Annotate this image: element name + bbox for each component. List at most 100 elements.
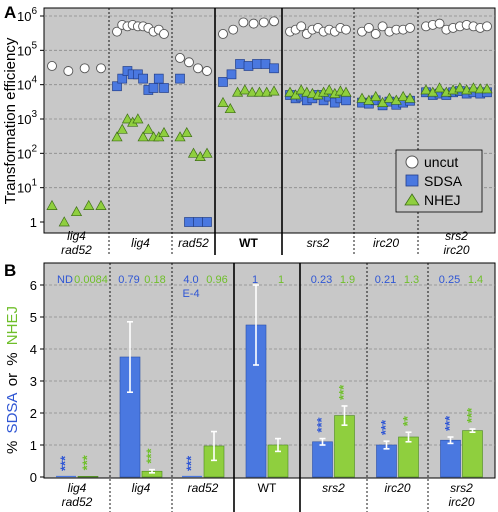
sdsa-marker [175, 73, 185, 84]
uncut-marker [184, 57, 194, 68]
sdsa-marker [202, 217, 212, 227]
category-label-a: rad52 [178, 236, 209, 250]
sdsa-ratio-label: 1 [252, 274, 258, 286]
legend-uncut-label: uncut [424, 154, 458, 170]
nhej-marker [121, 113, 134, 124]
category-label-b: lig4 [132, 481, 151, 495]
y-tick-label-a: 105 [17, 40, 37, 58]
category-label-a: srs2 [307, 236, 330, 250]
sdsa-marker [112, 81, 122, 92]
nhej-marker [370, 90, 382, 101]
category-label-b-line2: irc20 [448, 495, 474, 509]
panel-b-ratio-labels: ND 0.0084 0.79 0.18 4.0 0.96 E-4 1 1 0.23 1.9 0.21 1… [57, 274, 483, 300]
sdsa-marker [218, 77, 228, 87]
significance-stars: ** [400, 415, 415, 426]
nhej-marker [268, 85, 280, 96]
nhej-marker [132, 113, 144, 124]
nhej-marker [137, 131, 149, 142]
uncut-marker [405, 22, 415, 33]
uncut-marker [434, 18, 445, 29]
y-tick-label-b: 4 [30, 342, 37, 357]
nhej-marker [246, 86, 258, 97]
nhej-marker [142, 123, 154, 134]
nhej-marker [284, 86, 296, 97]
nhej-bar [398, 436, 419, 478]
panel-a-group-separators [108, 8, 419, 255]
nhej-marker [404, 92, 416, 103]
uncut-marker [159, 29, 169, 39]
category-label-b-line2: rad52 [62, 495, 93, 509]
nhej-marker [46, 199, 58, 210]
significance-stars: *** [464, 407, 479, 423]
category-label-a-line2: rad52 [61, 243, 92, 257]
uncut-marker [47, 61, 57, 71]
sdsa-bar [440, 439, 461, 478]
y-tick-label-a: 103 [17, 109, 37, 127]
sdsa-marker [235, 59, 245, 69]
sdsa-marker [117, 73, 128, 84]
uncut-marker [248, 18, 259, 29]
uncut-marker [202, 66, 212, 76]
nhej-marker [340, 86, 352, 97]
ylabel-percent-1: % [4, 441, 21, 454]
uncut-marker [228, 24, 239, 35]
sdsa-marker [243, 61, 254, 71]
sdsa-marker [148, 83, 159, 93]
category-label-b: rad52 [188, 481, 219, 495]
sdsa-marker [269, 63, 279, 74]
significance-stars: *** [183, 455, 198, 471]
nhej-marker [467, 82, 480, 93]
y-tick-label-b: 5 [30, 310, 37, 325]
ylabel-nhej: NHEJ [4, 306, 21, 345]
uncut-marker [370, 29, 381, 39]
uncut-marker [218, 29, 228, 39]
nhej-marker [83, 199, 95, 210]
y-tick-label-a: 1 [30, 215, 37, 230]
y-tick-label-a: 104 [17, 75, 37, 93]
panel-a-label: A [4, 3, 16, 22]
panel-a-y-axis-title: Transformation efficiency [2, 37, 19, 204]
sdsa-ratio-label: 0.23 [311, 274, 332, 286]
nhej-marker [181, 126, 193, 138]
significance-stars: *** [314, 416, 329, 432]
y-tick-label-b: 6 [30, 278, 37, 293]
sdsa-ratio-label: 4.0 [183, 274, 198, 286]
nhej-marker [239, 84, 251, 95]
sdsa-marker [193, 217, 203, 227]
nhej-ratio-label: 1.9 [340, 274, 355, 286]
uncut-marker [193, 63, 203, 74]
significance-stars: *** [378, 419, 393, 435]
sdsa-marker [260, 59, 271, 69]
panel-b-group-separators [109, 263, 429, 512]
uncut-marker [269, 16, 279, 27]
nhej-marker [116, 123, 128, 134]
nhej-ratio-label: 1 [278, 274, 284, 286]
sdsa-marker [341, 95, 351, 106]
nhej-ratio-label: 1.3 [404, 274, 419, 286]
nhej-marker [290, 89, 302, 100]
panel-b-y-ticks: 0 1 2 3 4 5 6 [30, 278, 44, 485]
category-label-a: WT [239, 236, 258, 250]
nhej-marker [356, 92, 368, 103]
significance-stars: *** [143, 448, 158, 464]
uncut-marker [258, 17, 269, 28]
nhej-ratio-label: 0.96 [206, 274, 227, 286]
nhej-marker [217, 96, 229, 107]
sdsa-bar [376, 444, 397, 478]
sdsa-marker [159, 83, 169, 93]
sdsa-marker [153, 73, 164, 84]
significance-stars: *** [442, 415, 457, 431]
nhej-marker [224, 102, 236, 114]
nhej-marker [420, 84, 432, 95]
panel-b-y-axis-title: % SDSA or % NHEJ [4, 306, 21, 454]
uncut-marker [377, 21, 388, 32]
category-label-b: srs2 [322, 481, 345, 495]
ylabel-or: or [4, 373, 21, 386]
sdsa-ratio-sublabel: E-4 [182, 288, 199, 300]
panel-b-plot-area [43, 262, 496, 479]
sdsa-bar [312, 441, 333, 478]
nhej-marker [158, 126, 170, 138]
uncut-marker [79, 63, 90, 74]
uncut-marker [482, 21, 492, 32]
